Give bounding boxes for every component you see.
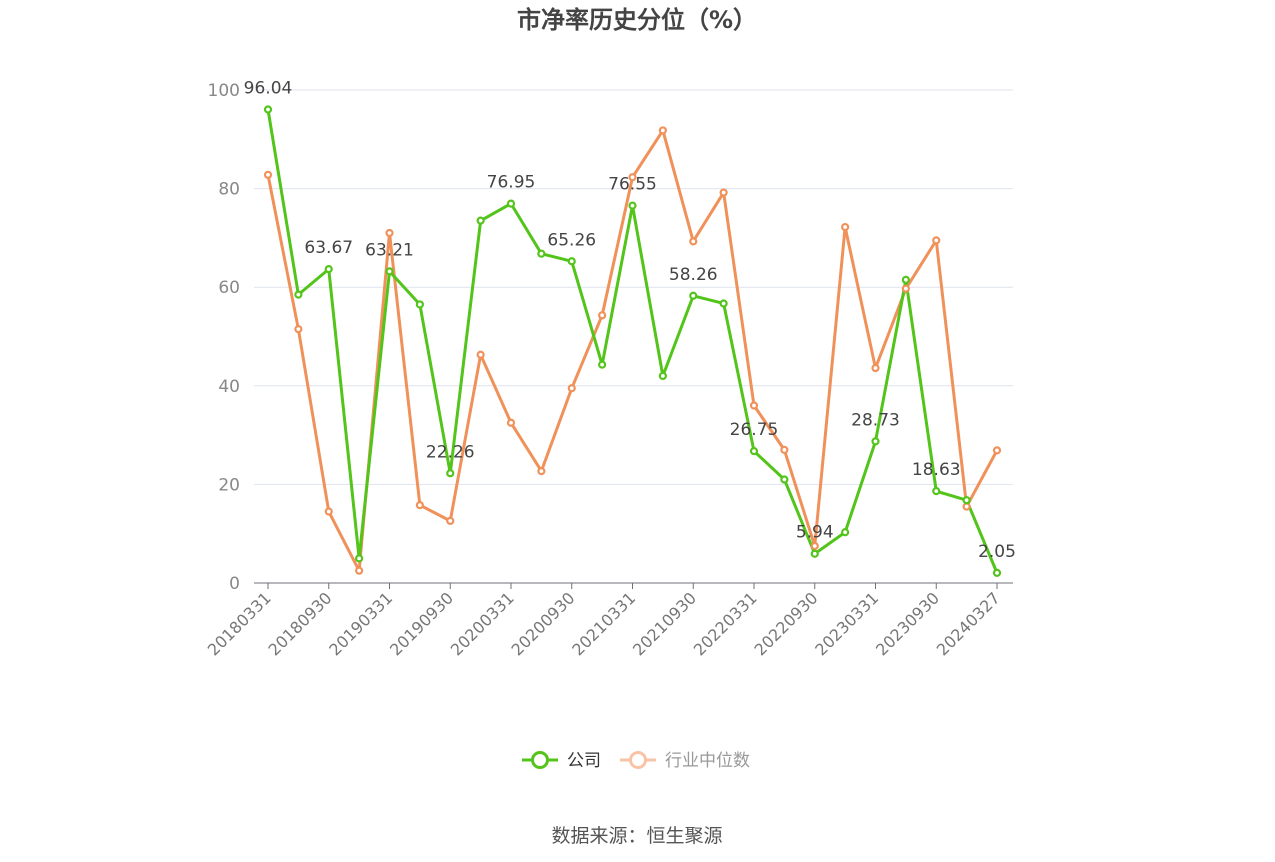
x-tick-label: 20200930 (508, 588, 579, 659)
legend-item-industry[interactable]: 行业中位数 (620, 751, 750, 771)
data-point-0[interactable] (385, 267, 394, 276)
data-point-0[interactable] (355, 554, 364, 563)
data-point-1[interactable] (841, 222, 850, 232)
data-points (263, 105, 1002, 577)
data-point-0[interactable] (780, 475, 789, 484)
chart-title: 市净率历史分位（%） (517, 6, 757, 34)
x-tick-label: 20220930 (751, 588, 822, 659)
data-point-1[interactable] (628, 173, 637, 182)
data-source: 数据来源：恒生聚源 (551, 825, 722, 847)
data-point-0[interactable] (871, 437, 880, 446)
data-point-1[interactable] (294, 325, 303, 334)
x-tick-label: 20200331 (447, 588, 518, 659)
legend-marker-company-icon (531, 751, 549, 769)
data-point-0[interactable] (324, 265, 333, 274)
data-label: 63.67 (304, 238, 353, 258)
data-point-0[interactable] (932, 487, 941, 496)
data-point-1[interactable] (962, 502, 971, 511)
legend-label-company: 公司 (567, 751, 601, 771)
data-point-1[interactable] (537, 466, 546, 476)
data-label: 18.63 (912, 460, 961, 480)
legend-item-company[interactable]: 公司 (522, 751, 601, 771)
data-point-0[interactable] (962, 496, 971, 505)
x-tick-label: 20210331 (568, 588, 639, 659)
data-point-1[interactable] (385, 228, 394, 238)
x-axis: 2018033120180930201903312019093020200331… (204, 582, 1013, 659)
data-point-0[interactable] (567, 257, 576, 266)
y-tick-label: 20 (218, 475, 240, 495)
legend-label-industry: 行业中位数 (665, 751, 750, 771)
x-tick-label: 20180331 (204, 588, 275, 659)
y-tick-label: 60 (218, 278, 240, 298)
data-point-1[interactable] (415, 501, 424, 510)
series-line-1 (266, 128, 999, 573)
data-point-1[interactable] (932, 236, 941, 245)
x-tick-label: 20220331 (690, 588, 761, 659)
x-tick-label: 20240327 (933, 588, 1004, 659)
y-tick-label: 80 (218, 180, 240, 200)
data-label: 2.05 (978, 542, 1016, 562)
data-label: 76.95 (487, 173, 536, 193)
y-tick-label: 100 (208, 81, 240, 101)
data-point-0[interactable] (689, 291, 698, 300)
data-point-1[interactable] (749, 401, 759, 410)
data-point-0[interactable] (415, 300, 424, 309)
data-point-1[interactable] (476, 350, 485, 359)
data-point-1[interactable] (324, 507, 333, 516)
data-point-0[interactable] (901, 275, 910, 284)
data-point-0[interactable] (749, 447, 759, 456)
data-label: 58.26 (669, 265, 718, 285)
data-label: 28.73 (851, 410, 900, 430)
data-point-0[interactable] (628, 201, 637, 210)
data-point-1[interactable] (901, 284, 910, 293)
data-point-1[interactable] (810, 541, 819, 551)
y-axis: 0 20 40 60 80 100 (208, 81, 240, 594)
data-point-0[interactable] (537, 249, 546, 258)
data-point-1[interactable] (658, 126, 667, 135)
data-point-1[interactable] (598, 311, 607, 320)
y-tick-label: 40 (218, 377, 240, 397)
data-point-0[interactable] (294, 290, 303, 299)
data-label: 96.04 (244, 79, 293, 99)
data-label: 22.26 (426, 442, 475, 462)
data-point-0[interactable] (658, 371, 667, 381)
data-point-0[interactable] (992, 568, 1002, 577)
data-point-0[interactable] (506, 199, 516, 208)
data-point-0[interactable] (719, 299, 728, 308)
data-point-1[interactable] (355, 566, 364, 575)
data-point-1[interactable] (263, 170, 273, 179)
data-point-1[interactable] (689, 237, 698, 246)
data-point-0[interactable] (598, 360, 607, 369)
data-labels: 96.04 63.67 63.21 22.26 76.95 65.26 76.55 58.26… (244, 79, 1016, 562)
data-point-1[interactable] (446, 516, 455, 525)
data-label: 5.94 (796, 523, 834, 543)
data-point-1[interactable] (506, 418, 516, 427)
data-label: 63.21 (365, 240, 414, 260)
y-tick-label: 0 (229, 574, 240, 594)
data-point-0[interactable] (446, 469, 455, 478)
data-point-1[interactable] (719, 188, 728, 197)
data-point-1[interactable] (567, 384, 576, 393)
x-tick-label: 20180930 (265, 588, 336, 659)
x-tick-label: 20230930 (872, 588, 943, 659)
data-point-0[interactable] (263, 105, 273, 114)
data-label: 76.55 (608, 175, 657, 195)
x-tick-label: 20230331 (811, 588, 882, 659)
x-tick-label: 20190930 (386, 588, 457, 659)
data-point-1[interactable] (992, 446, 1002, 455)
legend-marker-industry-icon (629, 751, 647, 769)
x-tick-label: 20210930 (629, 588, 700, 659)
data-point-0[interactable] (841, 528, 850, 537)
data-label: 26.75 (730, 420, 779, 440)
data-point-0[interactable] (810, 549, 819, 558)
data-point-0[interactable] (476, 216, 485, 225)
data-point-1[interactable] (871, 363, 880, 373)
legend: 公司 行业中位数 (522, 751, 750, 771)
data-point-1[interactable] (780, 445, 789, 454)
data-label: 65.26 (547, 230, 596, 250)
x-tick-label: 20190331 (325, 588, 396, 659)
